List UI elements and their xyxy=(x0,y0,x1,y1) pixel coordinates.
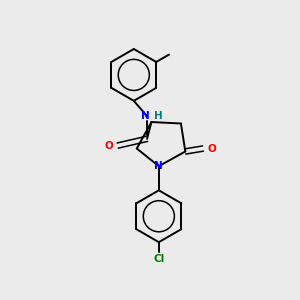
Text: N: N xyxy=(141,111,150,121)
Text: Cl: Cl xyxy=(153,254,164,264)
Text: O: O xyxy=(207,143,216,154)
Text: N: N xyxy=(154,161,163,171)
Text: O: O xyxy=(104,141,113,151)
Text: H: H xyxy=(154,111,163,121)
